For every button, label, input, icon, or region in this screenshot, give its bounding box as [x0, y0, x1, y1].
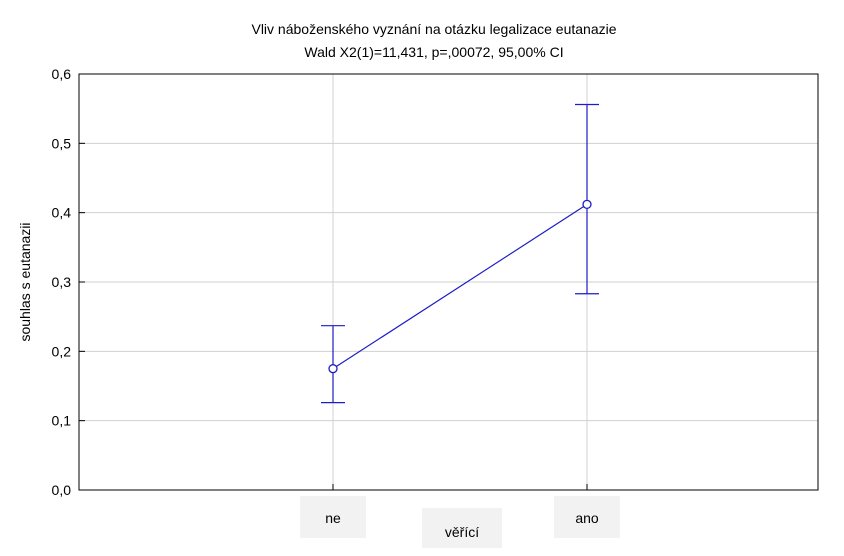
y-tick-label: 0,6 [52, 66, 72, 82]
data-point [582, 199, 592, 209]
y-tick-label: 0,4 [52, 205, 72, 221]
x-axis-categories: ne ano [300, 484, 620, 538]
y-tick-label: 0,3 [52, 274, 72, 290]
y-axis-label: souhlas s eutanazii [17, 222, 33, 341]
x-category-box [300, 496, 366, 538]
y-axis-ticks: 0,0 0,1 0,2 0,3 0,4 0,5 0,6 [52, 66, 85, 498]
y-tick-label: 0,1 [52, 413, 72, 429]
series-group [321, 103, 599, 404]
x-axis-label-box [422, 508, 502, 548]
x-tick-label: ne [325, 510, 341, 526]
grid-lines [79, 74, 818, 490]
chart-title: Vliv náboženského vyznání na otázku lega… [251, 21, 616, 37]
data-point [328, 364, 338, 374]
series-line [332, 203, 588, 370]
y-tick-label: 0,0 [52, 482, 72, 498]
chart-subtitle: Wald X2(1)=11,431, p=,00072, 95,00% CI [304, 44, 563, 60]
x-category-box [554, 496, 620, 538]
y-tick-label: 0,2 [52, 343, 72, 359]
x-axis-label: věřící [445, 524, 479, 540]
x-tick-label: ano [575, 510, 599, 526]
y-tick-label: 0,5 [52, 135, 72, 151]
